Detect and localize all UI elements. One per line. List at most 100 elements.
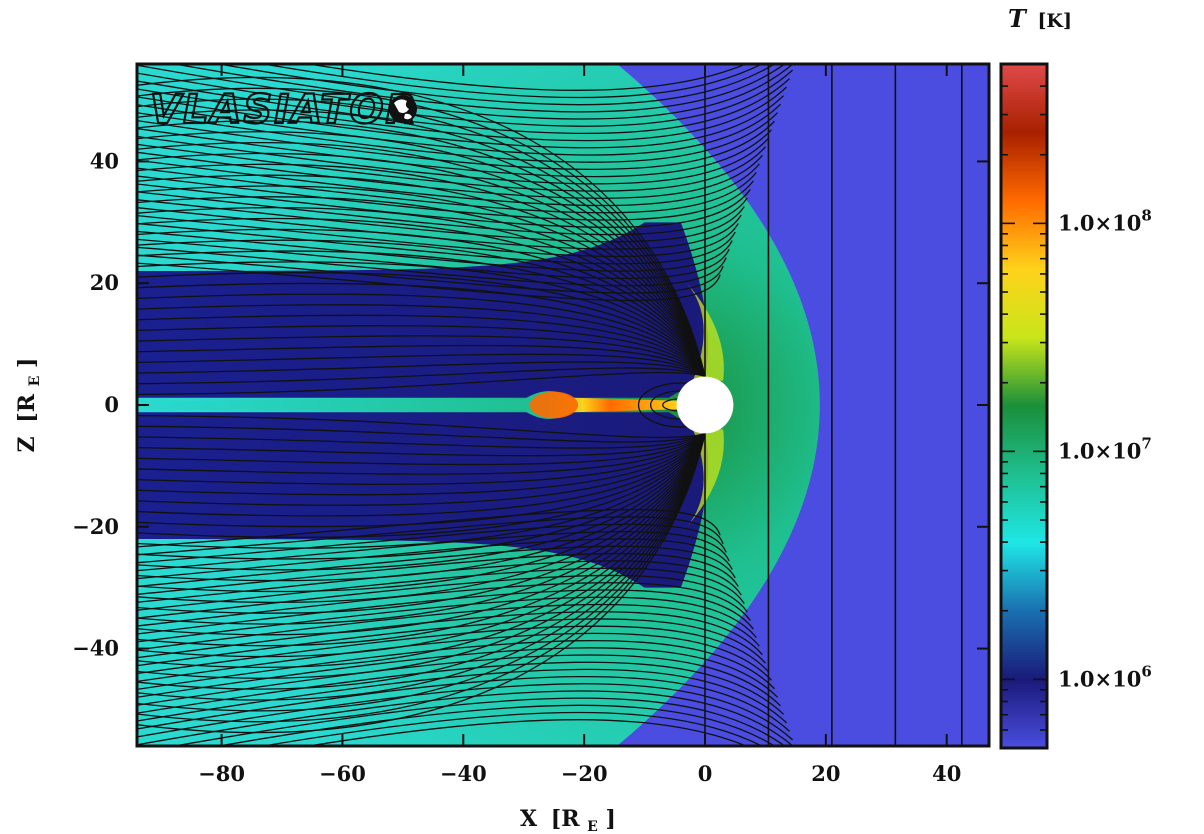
field-line	[137, 433, 706, 538]
field-line	[137, 109, 706, 377]
field-line	[137, 433, 706, 528]
field-line	[304, 64, 748, 91]
field-line	[137, 199, 745, 243]
colorbar-tick-mantissa: 1.0×10	[1058, 666, 1141, 691]
field-line	[137, 86, 788, 142]
colorbar-tick-label: 1.0×107	[1058, 434, 1152, 463]
field-line	[137, 207, 706, 377]
field-lines	[137, 64, 963, 746]
field-line	[137, 508, 721, 548]
field-line	[137, 433, 706, 571]
x-tick-label: 40	[932, 761, 961, 786]
x-tick-label: −20	[561, 761, 608, 786]
field-line	[137, 371, 706, 395]
field-line	[137, 567, 745, 611]
field-line	[137, 425, 706, 443]
field-line	[137, 611, 763, 659]
field-line	[137, 254, 724, 294]
y-tick-label: −20	[72, 514, 119, 539]
x-tick-label: −40	[440, 761, 487, 786]
x-tick-label: −80	[198, 761, 245, 786]
field-line	[137, 272, 706, 377]
x-tick-label: 0	[698, 761, 713, 786]
field-line	[137, 314, 706, 377]
field-line	[137, 415, 706, 439]
field-line	[137, 152, 706, 377]
field-line	[137, 433, 706, 496]
field-line	[137, 353, 706, 377]
y-tick-label: 0	[104, 392, 119, 417]
y-axis-ticks: −40 −20 0 20 40	[72, 148, 989, 661]
field-line	[137, 238, 730, 280]
field-line	[137, 142, 706, 377]
field-line	[137, 87, 706, 377]
field-line	[137, 207, 742, 250]
field-line	[137, 78, 791, 135]
field-line	[137, 191, 748, 236]
field-line	[137, 433, 706, 712]
colorbar-tick-label: 1.0×108	[1058, 206, 1152, 235]
field-line	[137, 246, 727, 287]
field-line	[137, 262, 721, 302]
field-line	[137, 228, 706, 377]
y-axis-unit-sub: E	[27, 376, 43, 387]
field-line	[137, 120, 706, 377]
field-line	[137, 516, 724, 556]
field-line	[137, 647, 778, 698]
y-tick-label: 40	[90, 148, 119, 173]
field-line	[137, 151, 763, 199]
field-line	[137, 214, 739, 258]
field-line	[137, 668, 788, 724]
x-axis-var: X	[520, 806, 538, 832]
y-axis-title: Z [R E ]	[14, 358, 45, 453]
field-line	[137, 250, 706, 377]
globe-icon	[389, 95, 417, 123]
svg-text:X [R E ]: X [R E ]	[520, 806, 616, 834]
svg-text:Z [R E ]: Z [R E ]	[14, 358, 45, 453]
x-axis-unit-sub: E	[587, 819, 598, 834]
x-axis-unit-close: ]	[606, 806, 616, 832]
field-line	[137, 603, 760, 651]
field-line	[137, 433, 706, 723]
field-line	[137, 433, 706, 647]
field-line	[137, 690, 794, 746]
field-line	[259, 64, 764, 99]
logo-text: VLASIATOR	[150, 87, 418, 133]
colorbar-title: T [K]	[1008, 4, 1072, 33]
colorbar-tick-exponent: 8	[1141, 206, 1151, 224]
field-line	[137, 183, 751, 228]
field-line	[137, 185, 706, 377]
field-line	[137, 433, 706, 466]
field-line	[137, 433, 706, 457]
vlasiator-logo: VLASIATOR	[149, 86, 418, 134]
field-line	[137, 433, 706, 734]
field-line	[137, 282, 706, 377]
field-line	[137, 335, 706, 377]
x-axis-title: X [R E ]	[520, 806, 616, 834]
field-line	[137, 325, 706, 377]
field-line	[137, 433, 706, 603]
field-line	[171, 697, 786, 746]
field-line	[137, 582, 751, 627]
x-tick-label: 20	[811, 761, 840, 786]
field-line	[137, 163, 706, 377]
field-line	[137, 433, 706, 560]
colorbar-scale	[999, 62, 1049, 750]
field-line	[137, 293, 706, 377]
field-line	[137, 545, 736, 588]
field-line	[137, 98, 706, 377]
field-line	[137, 433, 706, 614]
field-line	[137, 552, 739, 596]
x-axis-unit: [R	[551, 806, 580, 832]
svg-text:T [K]: T [K]	[1008, 4, 1072, 33]
field-line	[137, 433, 706, 549]
field-line	[137, 683, 794, 741]
field-line	[137, 433, 706, 475]
field-line	[304, 719, 748, 746]
colorbar-var: T	[1008, 4, 1028, 33]
colorbar-tick-exponent: 7	[1141, 434, 1151, 452]
field-line	[137, 574, 748, 619]
